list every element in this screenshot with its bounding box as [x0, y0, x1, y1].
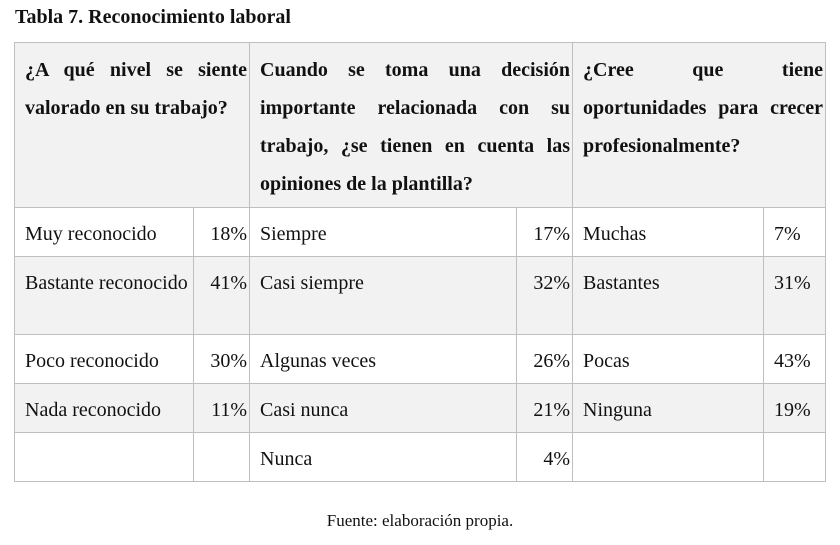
answer-cell: Casi siempre: [249, 256, 517, 335]
percent-cell: 4%: [515, 432, 574, 482]
table-row: Poco reconocido 30% Algunas veces 26% Po…: [14, 334, 827, 384]
percent-cell: 43%: [763, 334, 827, 384]
percent-cell: 18%: [193, 207, 250, 257]
answer-cell: Nada reconocido: [14, 383, 194, 433]
percent-cell: 7%: [763, 207, 827, 257]
answer-cell: [572, 432, 765, 482]
percent-cell: 32%: [515, 256, 574, 335]
answer-cell: Pocas: [572, 334, 765, 384]
percent-cell: 17%: [515, 207, 574, 257]
answer-cell: Algunas veces: [249, 334, 517, 384]
answer-cell: Nunca: [249, 432, 517, 482]
answer-cell: Muchas: [572, 207, 765, 257]
table-row: Bastante reconocido 41% Casi siempre 32%…: [14, 256, 827, 335]
table-row: Nunca 4%: [14, 432, 827, 482]
table-row: Nada reconocido 11% Casi nunca 21% Ningu…: [14, 383, 827, 433]
header-growth-opportunities: ¿Cree que tiene oportunidades para crece…: [572, 42, 827, 208]
percent-cell: 31%: [763, 256, 827, 335]
percent-cell: [763, 432, 827, 482]
answer-cell: [14, 432, 194, 482]
percent-cell: 21%: [515, 383, 574, 433]
header-valued: ¿A qué nivel se siente valorado en su tr…: [14, 42, 250, 208]
answer-cell: Casi nunca: [249, 383, 517, 433]
table-source-note: Fuente: elaboración propia.: [326, 511, 514, 530]
answer-cell: Siempre: [249, 207, 517, 257]
percent-cell: 26%: [515, 334, 574, 384]
answer-cell: Bastantes: [572, 256, 765, 335]
answer-cell: Muy reconocido: [14, 207, 194, 257]
percent-cell: [193, 432, 250, 482]
table-row: Muy reconocido 18% Siempre 17% Muchas 7%: [14, 207, 827, 257]
table-caption: Tabla 7. Reconocimiento laboral: [15, 6, 291, 28]
answer-cell: Poco reconocido: [14, 334, 194, 384]
percent-cell: 30%: [193, 334, 250, 384]
recognition-table: ¿A qué nivel se siente valorado en su tr…: [14, 42, 827, 482]
header-row: ¿A qué nivel se siente valorado en su tr…: [14, 42, 827, 208]
answer-cell: Ninguna: [572, 383, 765, 433]
percent-cell: 19%: [763, 383, 827, 433]
percent-cell: 41%: [193, 256, 250, 335]
percent-cell: 11%: [193, 383, 250, 433]
answer-cell: Bastante reconocido: [14, 256, 194, 335]
header-decision-opinions: Cuando se toma una decisión importante r…: [248, 42, 574, 208]
